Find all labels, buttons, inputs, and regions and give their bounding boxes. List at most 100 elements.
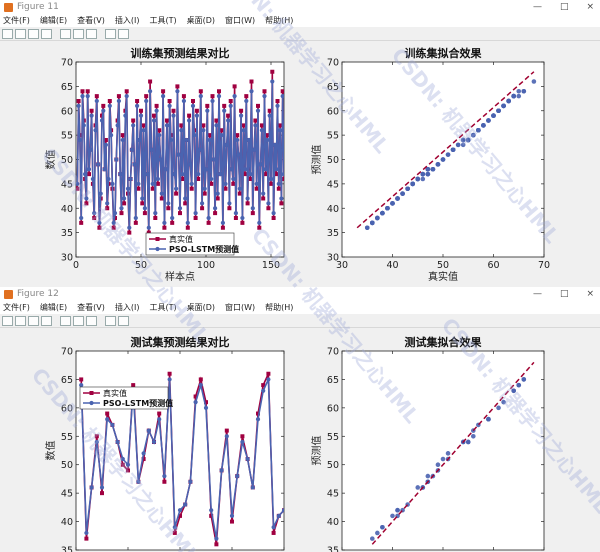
data-point-pred xyxy=(276,181,281,186)
minimize-button[interactable]: — xyxy=(532,2,542,12)
data-point-true xyxy=(131,118,136,123)
menu-help[interactable]: 帮助(H) xyxy=(265,16,294,25)
data-point-true xyxy=(224,428,229,433)
print-icon[interactable] xyxy=(41,28,52,39)
data-point-pred xyxy=(190,103,196,108)
menu-view[interactable]: 查看(V) xyxy=(77,303,105,312)
data-point-pred xyxy=(105,201,110,206)
link-plot-icon[interactable] xyxy=(60,315,71,326)
menu-help[interactable]: 帮助(H) xyxy=(265,303,294,312)
data-point-pred xyxy=(220,220,225,225)
scatter-group xyxy=(370,361,535,545)
scatter-point xyxy=(516,382,522,388)
data-point-pred xyxy=(187,118,192,123)
minimize-button[interactable]: — xyxy=(532,289,542,299)
menu-window[interactable]: 窗口(W) xyxy=(225,16,256,25)
menu-insert[interactable]: 插入(I) xyxy=(114,16,140,25)
data-point-pred xyxy=(197,147,202,152)
data-point-pred xyxy=(211,157,216,162)
save-icon[interactable] xyxy=(28,28,39,39)
x-tick-label: 150 xyxy=(262,260,280,271)
data-point-pred xyxy=(181,98,186,104)
property-inspector-icon[interactable] xyxy=(118,28,129,39)
data-point-pred xyxy=(196,172,201,177)
menu-file[interactable]: 文件(F) xyxy=(3,303,30,312)
data-point-true xyxy=(76,186,80,191)
open-folder-icon[interactable] xyxy=(15,28,26,39)
data-point-pred xyxy=(76,181,80,186)
new-file-icon[interactable] xyxy=(2,28,13,39)
insert-legend-icon[interactable] xyxy=(86,315,97,326)
print-icon[interactable] xyxy=(41,315,52,326)
y-axis-label: 预测值 xyxy=(310,145,323,175)
scatter-point xyxy=(481,123,486,128)
toolbar-separator xyxy=(54,316,58,326)
data-point-true xyxy=(162,479,167,484)
scatter-point xyxy=(501,103,506,109)
data-point-true xyxy=(250,211,255,216)
open-folder-icon[interactable] xyxy=(15,315,26,326)
close-button[interactable]: × xyxy=(586,289,594,299)
data-point-pred xyxy=(279,196,284,201)
data-point-pred xyxy=(281,172,284,177)
scatter-point xyxy=(501,399,506,405)
data-point-pred xyxy=(222,108,227,113)
data-point-pred xyxy=(177,206,183,211)
data-point-true xyxy=(105,206,110,211)
menu-tools[interactable]: 工具(T) xyxy=(149,303,177,312)
menu-desktop[interactable]: 桌面(D) xyxy=(186,303,216,312)
data-point-true xyxy=(270,69,275,74)
scatter-point xyxy=(425,166,431,172)
data-point-true xyxy=(126,468,130,473)
y-tick-label: 55 xyxy=(61,432,73,443)
property-inspector-icon[interactable] xyxy=(118,315,129,326)
y-axis-label: 数值 xyxy=(44,441,57,461)
data-point-pred xyxy=(110,422,115,428)
data-point-true xyxy=(157,411,162,416)
new-file-icon[interactable] xyxy=(2,315,13,326)
maximize-button[interactable]: □ xyxy=(559,289,569,299)
data-point-true xyxy=(217,89,221,94)
data-point-true xyxy=(178,211,182,216)
data-point-pred xyxy=(246,137,251,143)
menu-edit[interactable]: 编辑(E) xyxy=(39,303,68,312)
scatter-point xyxy=(486,416,491,422)
data-point-pred xyxy=(99,118,105,123)
data-point-true xyxy=(170,220,175,225)
scatter-point xyxy=(385,205,390,211)
save-icon[interactable] xyxy=(28,315,39,326)
data-point-true xyxy=(189,186,194,191)
data-point-pred xyxy=(135,103,140,108)
legend-label: 真实值 xyxy=(169,234,193,244)
menu-file[interactable]: 文件(F) xyxy=(3,16,30,25)
menu-edit[interactable]: 编辑(E) xyxy=(39,16,68,25)
insert-colorbar-icon[interactable] xyxy=(73,315,84,326)
maximize-button[interactable]: □ xyxy=(559,2,569,12)
y-tick-label: 55 xyxy=(327,131,339,142)
edit-pointer-icon[interactable] xyxy=(105,315,116,326)
menu-tools[interactable]: 工具(T) xyxy=(149,16,177,25)
menu-window[interactable]: 窗口(W) xyxy=(225,303,256,312)
data-point-true xyxy=(167,371,172,376)
close-button[interactable]: × xyxy=(586,2,594,12)
insert-colorbar-icon[interactable] xyxy=(73,28,84,39)
data-point-true xyxy=(269,181,273,186)
data-point-pred xyxy=(125,186,131,191)
insert-legend-icon[interactable] xyxy=(86,28,97,39)
scatter-point xyxy=(465,137,471,143)
menu-view[interactable]: 查看(V) xyxy=(77,16,105,25)
menu-desktop[interactable]: 桌面(D) xyxy=(186,16,216,25)
data-point-true xyxy=(265,133,270,138)
y-tick-label: 50 xyxy=(61,460,73,471)
data-point-true xyxy=(146,230,151,235)
data-point-pred xyxy=(157,417,162,422)
edit-pointer-icon[interactable] xyxy=(105,28,116,39)
y-tick-label: 65 xyxy=(61,82,73,93)
data-point-pred xyxy=(158,157,163,162)
data-point-true xyxy=(266,206,271,211)
link-plot-icon[interactable] xyxy=(60,28,71,39)
legend-label: PSO-LSTM预测值 xyxy=(169,244,239,254)
menu-insert[interactable]: 插入(I) xyxy=(114,303,140,312)
scatter-point xyxy=(450,147,456,153)
